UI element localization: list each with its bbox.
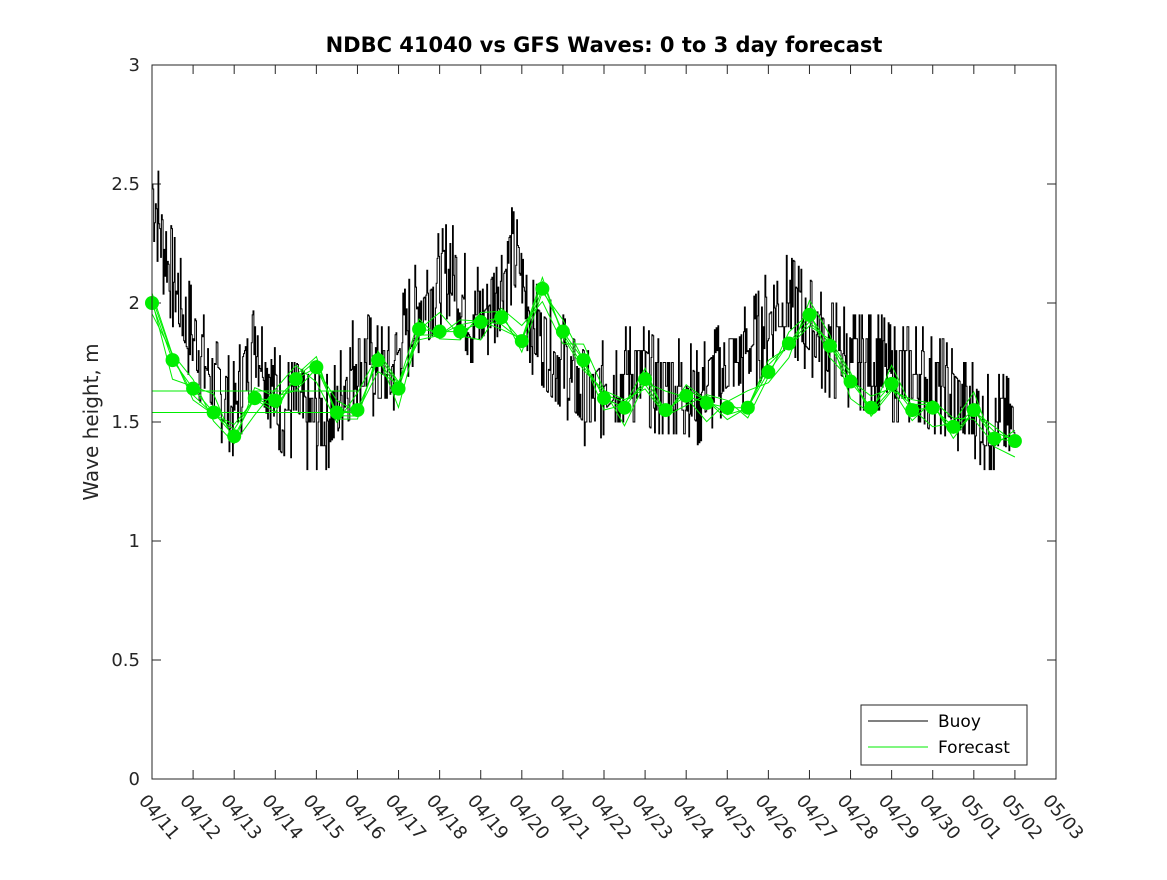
forecast-point [555, 324, 570, 339]
forecast-point [514, 334, 529, 349]
forecast-point [227, 429, 242, 444]
y-tick-label: 2 [129, 293, 140, 314]
forecast-point [576, 353, 591, 368]
forecast-point [288, 372, 303, 387]
forecast-point [165, 353, 180, 368]
y-tick-label: 3 [129, 55, 140, 76]
forecast-point [412, 322, 427, 337]
forecast-point [638, 372, 653, 387]
forecast-point [268, 393, 283, 408]
forecast-point [371, 353, 385, 368]
forecast-point [679, 388, 694, 403]
forecast-point [761, 365, 776, 380]
buoy-line [152, 170, 1016, 471]
forecast-point [658, 403, 673, 418]
forecast-point [720, 400, 735, 415]
forecast-point [987, 431, 1002, 446]
forecast-point [453, 324, 468, 339]
forecast-point [946, 419, 961, 434]
legend-buoy-label: Buoy [938, 712, 981, 732]
forecast-point [391, 381, 406, 396]
forecast-point [206, 405, 221, 420]
forecast-point [309, 360, 324, 375]
legend: Buoy Forecast [860, 704, 1028, 766]
forecast-point [802, 307, 817, 322]
forecast-point [597, 391, 611, 406]
forecast-point [781, 336, 796, 351]
forecast-point [329, 405, 344, 420]
forecast-point [432, 324, 447, 339]
forecast-point [186, 381, 201, 396]
forecast-point [535, 281, 550, 296]
legend-box [860, 704, 1028, 766]
y-tick-label: 0 [129, 769, 140, 790]
plot-frame [151, 64, 1057, 780]
chart-title: NDBC 41040 vs GFS Waves: 0 to 3 day fore… [326, 33, 883, 57]
forecast-series [145, 275, 1022, 458]
y-axis-label: Wave height, m [79, 343, 103, 500]
forecast-point [823, 338, 837, 353]
buoy-series [152, 170, 1016, 471]
forecast-point [843, 374, 858, 389]
forecast-point [247, 391, 262, 406]
forecast-point [473, 315, 488, 330]
y-tick-label: 1 [129, 531, 140, 552]
forecast-point [699, 395, 714, 410]
forecast-point [905, 403, 920, 418]
forecast-point [740, 400, 755, 415]
forecast-point [1007, 434, 1022, 449]
forecast-point [884, 376, 899, 391]
y-tick-label: 2.5 [111, 174, 140, 195]
y-tick-labels: 0 0.5 1 1.5 2 2.5 3 [111, 55, 140, 790]
forecast-point [617, 400, 632, 415]
forecast-point [494, 310, 509, 325]
forecast-point [864, 400, 879, 415]
legend-forecast-label: Forecast [938, 738, 1010, 758]
y-tick-label: 0.5 [111, 650, 140, 671]
forecast-point [966, 403, 981, 418]
forecast-point [925, 400, 940, 415]
y-tick-label: 1.5 [111, 412, 140, 433]
forecast-point [350, 403, 365, 418]
